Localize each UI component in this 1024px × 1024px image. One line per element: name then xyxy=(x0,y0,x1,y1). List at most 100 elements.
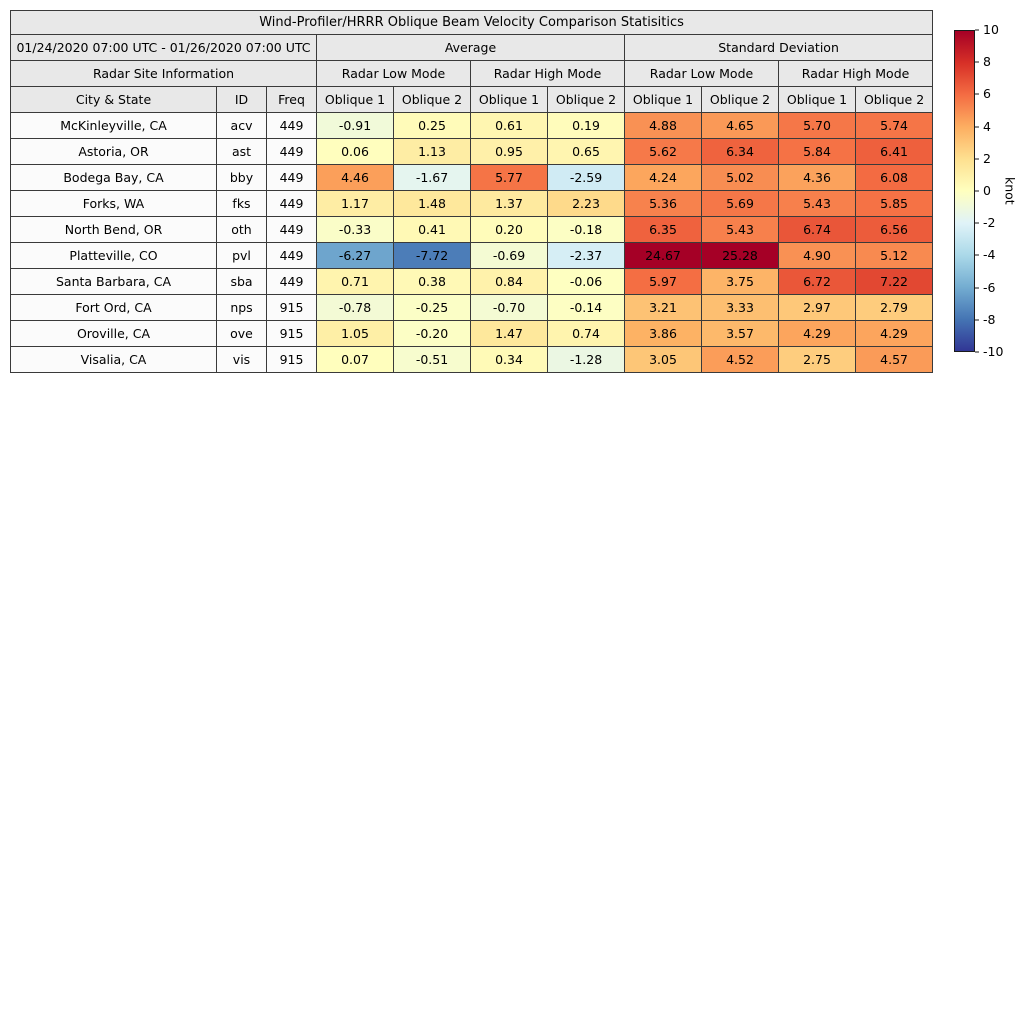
avg-low-mode-header: Radar Low Mode xyxy=(316,60,471,87)
colorbar-tick-mark xyxy=(975,93,979,95)
value-cell: -2.37 xyxy=(547,242,625,269)
value-cell: 0.95 xyxy=(470,138,548,165)
freq-cell: 449 xyxy=(266,216,317,243)
colorbar-tick-label: -8 xyxy=(983,311,996,327)
value-cell: -0.18 xyxy=(547,216,625,243)
colorbar-tick-label: -4 xyxy=(983,247,996,263)
value-cell: 1.47 xyxy=(470,320,548,347)
value-cell: 5.62 xyxy=(624,138,702,165)
colorbar-tick-mark xyxy=(975,319,979,321)
colorbar-tick-mark xyxy=(975,351,979,353)
value-cell: 5.69 xyxy=(701,190,779,217)
value-cell: 0.07 xyxy=(316,346,394,373)
column-header-row: City & State ID Freq Oblique 1 Oblique 2… xyxy=(10,86,934,113)
site-info-header: Radar Site Information xyxy=(10,60,317,87)
colorbar-tick-mark xyxy=(975,61,979,63)
value-cell: 0.84 xyxy=(470,268,548,295)
colorbar-unit-label: knot xyxy=(1002,177,1018,205)
value-cell: -0.51 xyxy=(393,346,471,373)
value-cell: -0.20 xyxy=(393,320,471,347)
colorbar-tick-label: 8 xyxy=(983,53,991,69)
id-cell: bby xyxy=(216,164,267,191)
value-cell: 5.84 xyxy=(778,138,856,165)
value-cell: 4.29 xyxy=(854,320,934,347)
value-cell: 6.35 xyxy=(624,216,702,243)
value-cell: 4.88 xyxy=(624,112,702,139)
colorbar-tick-mark xyxy=(975,287,979,289)
value-cell: 3.05 xyxy=(624,346,702,373)
value-cell: -0.33 xyxy=(316,216,394,243)
id-header: ID xyxy=(216,86,267,113)
value-cell: -7.72 xyxy=(393,242,471,269)
oblique-header: Oblique 2 xyxy=(547,86,625,113)
freq-cell: 915 xyxy=(266,294,317,321)
freq-header: Freq xyxy=(266,86,317,113)
colorbar-tick-label: 2 xyxy=(983,150,991,166)
colorbar-tick-label: -6 xyxy=(983,279,996,295)
colorbar-tick-label: 0 xyxy=(983,182,991,198)
value-cell: 0.61 xyxy=(470,112,548,139)
stats-table: Wind-Profiler/HRRR Oblique Beam Velocity… xyxy=(9,10,934,373)
oblique-header: Oblique 2 xyxy=(701,86,779,113)
value-cell: 5.12 xyxy=(854,242,934,269)
city-cell: Oroville, CA xyxy=(10,320,217,347)
value-cell: 24.67 xyxy=(624,242,702,269)
value-cell: -0.78 xyxy=(316,294,394,321)
value-cell: 5.77 xyxy=(470,164,548,191)
freq-cell: 449 xyxy=(266,164,317,191)
id-cell: pvl xyxy=(216,242,267,269)
value-cell: 1.37 xyxy=(470,190,548,217)
title-row: Wind-Profiler/HRRR Oblique Beam Velocity… xyxy=(9,10,934,35)
city-cell: Astoria, OR xyxy=(10,138,217,165)
oblique-header: Oblique 1 xyxy=(778,86,856,113)
value-cell: -0.91 xyxy=(316,112,394,139)
value-cell: 0.06 xyxy=(316,138,394,165)
id-cell: nps xyxy=(216,294,267,321)
oblique-header: Oblique 2 xyxy=(854,86,934,113)
value-cell: 4.52 xyxy=(701,346,779,373)
colorbar-tick-mark xyxy=(975,29,979,31)
value-cell: 3.21 xyxy=(624,294,702,321)
table-row: McKinleyville, CA acv 449 -0.91 0.25 0.61 0.19… xyxy=(10,112,934,139)
colorbar-tick-mark xyxy=(975,126,979,128)
oblique-header: Oblique 1 xyxy=(624,86,702,113)
colorbar-tick-label: -10 xyxy=(983,343,1004,359)
colorbar-tick-label: -2 xyxy=(983,214,996,230)
value-cell: -0.25 xyxy=(393,294,471,321)
city-cell: Visalia, CA xyxy=(10,346,217,373)
value-cell: 5.02 xyxy=(701,164,779,191)
table-row: Visalia, CA vis 915 0.07 -0.51 0.34 -1.28 3.05 4… xyxy=(10,346,934,373)
value-cell: 3.57 xyxy=(701,320,779,347)
value-cell: 5.43 xyxy=(778,190,856,217)
colorbar-tick-mark xyxy=(975,254,979,256)
value-cell: 2.97 xyxy=(778,294,856,321)
colorbar xyxy=(954,30,975,352)
colorbar-tick-mark xyxy=(975,158,979,160)
value-cell: 5.36 xyxy=(624,190,702,217)
city-cell: North Bend, OR xyxy=(10,216,217,243)
city-cell: McKinleyville, CA xyxy=(10,112,217,139)
city-cell: Forks, WA xyxy=(10,190,217,217)
table-row: Oroville, CA ove 915 1.05 -0.20 1.47 0.74 3.86 3… xyxy=(10,320,934,347)
colorbar-tick-mark xyxy=(975,190,979,192)
city-cell: Santa Barbara, CA xyxy=(10,268,217,295)
value-cell: 4.36 xyxy=(778,164,856,191)
date-range-header: 01/24/2020 07:00 UTC - 01/26/2020 07:00 … xyxy=(10,34,317,61)
value-cell: -1.67 xyxy=(393,164,471,191)
id-cell: sba xyxy=(216,268,267,295)
value-cell: 4.57 xyxy=(854,346,934,373)
value-cell: 3.33 xyxy=(701,294,779,321)
colorbar-tick-label: 6 xyxy=(983,86,991,102)
value-cell: 5.70 xyxy=(778,112,856,139)
value-cell: 2.79 xyxy=(854,294,934,321)
table-row: Astoria, OR ast 449 0.06 1.13 0.95 0.65 5.62 6.3… xyxy=(10,138,934,165)
value-cell: 0.34 xyxy=(470,346,548,373)
value-cell: 5.97 xyxy=(624,268,702,295)
value-cell: -0.70 xyxy=(470,294,548,321)
freq-cell: 915 xyxy=(266,320,317,347)
id-cell: fks xyxy=(216,190,267,217)
table-title: Wind-Profiler/HRRR Oblique Beam Velocity… xyxy=(9,10,934,35)
value-cell: 0.19 xyxy=(547,112,625,139)
id-cell: ove xyxy=(216,320,267,347)
value-cell: 3.86 xyxy=(624,320,702,347)
